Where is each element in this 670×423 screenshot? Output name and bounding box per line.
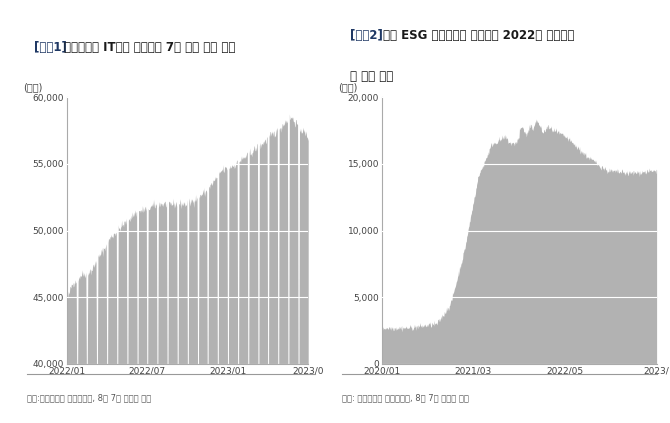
Text: 국내 ESG 주식펀드의 설정액은 2022년 하반기부: 국내 ESG 주식펀드의 설정액은 2022년 하반기부 [383,29,574,42]
Text: (억원): (억원) [338,82,357,92]
Text: (억원): (억원) [23,82,43,92]
Text: 자료: 유안타증권 리서치센터, 8월 7일 영업일 기준: 자료: 유안타증권 리서치센터, 8월 7일 영업일 기준 [342,393,468,402]
Text: 우리나라의 IT펀드 설정액은 7월 이후 약간 감소: 우리나라의 IT펀드 설정액은 7월 이후 약간 감소 [64,41,236,54]
Text: [차트2]: [차트2] [350,29,383,42]
Text: [차트1]: [차트1] [34,41,67,54]
Text: 자료:유안타증권 리서치센터, 8월 7일 영업일 기준: 자료:유안타증권 리서치센터, 8월 7일 영업일 기준 [27,393,151,402]
Text: 터 감소 추세: 터 감소 추세 [350,70,393,83]
